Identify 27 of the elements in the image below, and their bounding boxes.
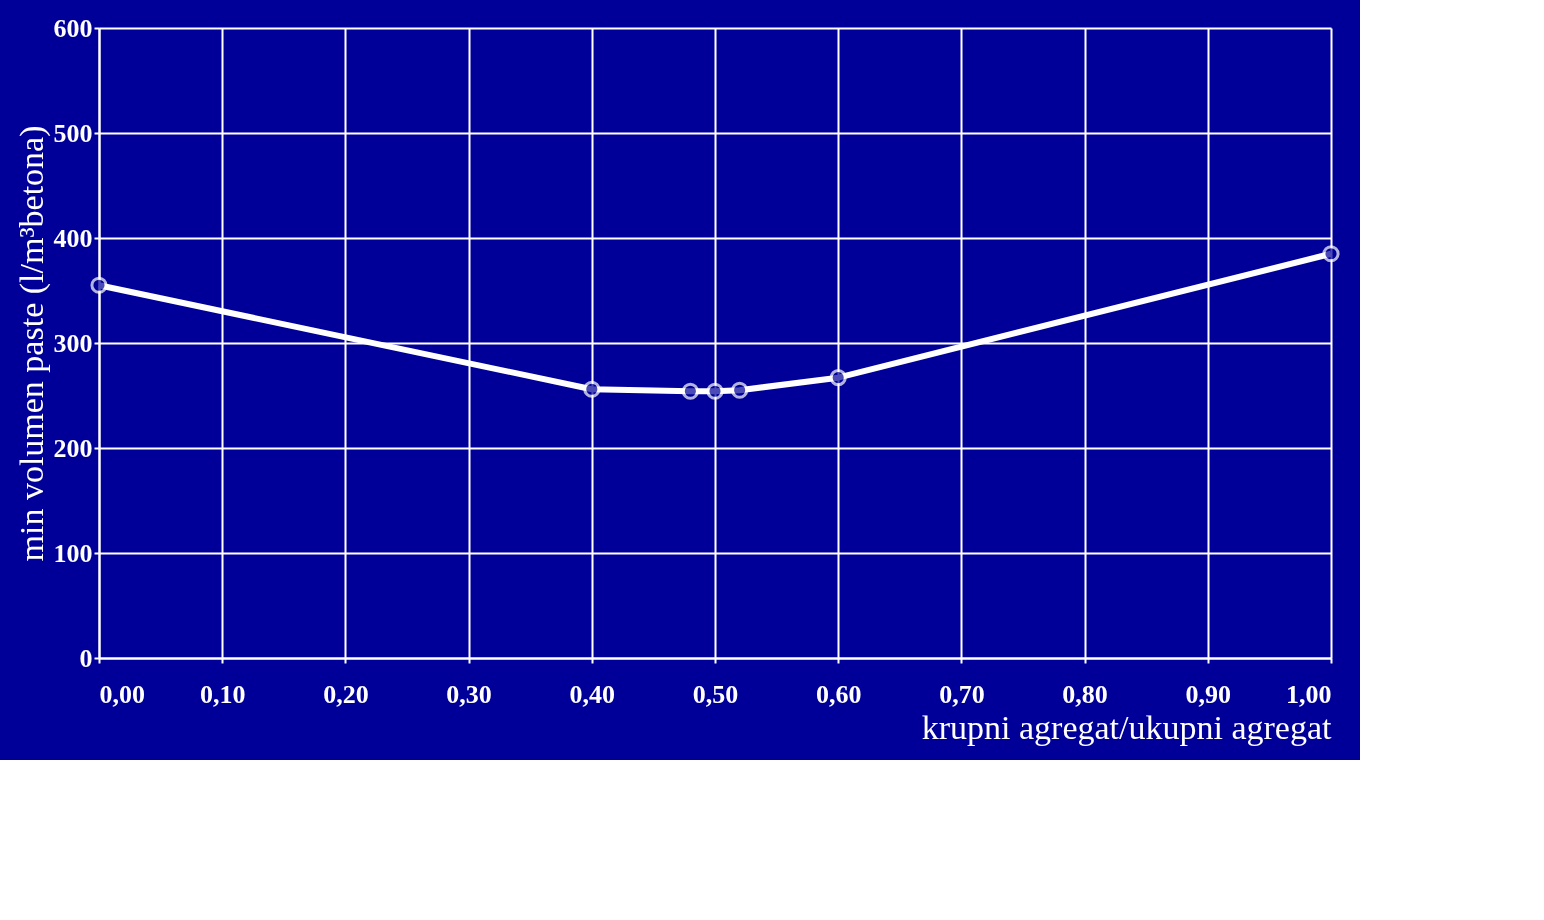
x-axis-title: krupni agregat/ukupni agregat — [921, 708, 1333, 746]
x-tick-label: 0,80 — [1062, 679, 1108, 709]
point — [706, 382, 724, 400]
point — [829, 369, 847, 387]
x-tick-label: 0,30 — [446, 679, 492, 709]
x-tick-label: 0,60 — [815, 679, 862, 709]
x-tick-label: 0,00 — [99, 679, 145, 709]
point — [681, 382, 699, 400]
y-tick-label: 300 — [53, 328, 93, 358]
y-tick-label: 600 — [53, 13, 93, 43]
y-tick-label: 0 — [79, 643, 93, 673]
x-tick-label: 0,10 — [199, 679, 246, 709]
y-axis-title: min volumen paste (l/m³betona) — [12, 125, 51, 562]
y-tick-label: 100 — [53, 538, 93, 568]
x-tick-label: 0,90 — [1185, 679, 1232, 709]
y-tick-label: 400 — [53, 223, 93, 253]
y-tick-label: 200 — [53, 433, 93, 463]
x-tick-label: 1,00 — [1286, 679, 1332, 709]
x-tick-label: 0,20 — [323, 679, 369, 709]
x-tick-label: 0,50 — [692, 679, 739, 709]
point — [583, 380, 601, 398]
point — [1322, 245, 1340, 263]
y-tick-label: 500 — [53, 118, 93, 148]
x-tick-label: 0,70 — [939, 679, 985, 709]
point — [731, 381, 749, 399]
x-tick-label: 0,40 — [569, 679, 616, 709]
point — [90, 276, 108, 294]
